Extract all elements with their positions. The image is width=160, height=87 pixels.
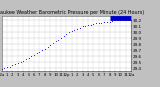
Point [71,31,73,32]
Point [38,51,41,52]
Point [14,63,16,65]
Point [57,39,60,40]
Point [108,21,111,22]
Point [33,54,35,55]
Point [124,19,127,21]
Point [103,22,105,23]
Point [44,48,46,49]
Point [68,32,70,33]
Point [87,25,89,26]
Point [22,60,24,61]
Point [19,61,22,62]
Point [3,68,6,69]
Point [81,26,84,27]
Point [49,44,52,46]
Point [119,20,122,21]
Point [130,19,132,21]
Point [30,56,33,57]
Point [79,27,81,28]
Point [65,33,68,35]
Point [127,19,130,21]
Point [98,23,100,24]
Point [41,50,43,51]
Point [27,57,30,58]
Point [11,65,14,66]
Point [52,43,54,44]
Point [16,62,19,64]
Point [35,53,38,54]
Point [46,46,49,48]
Point [114,20,116,21]
Point [6,66,8,68]
Point [8,66,11,67]
Point [0,68,3,70]
Point [76,28,78,29]
Point [106,21,108,22]
Point [89,24,92,25]
Point [95,23,97,24]
Point [111,20,114,22]
Point [73,29,76,31]
Point [92,23,95,25]
Point [25,58,27,59]
Point [100,22,103,24]
Point [62,35,65,37]
Point [122,19,124,21]
Point [84,25,87,27]
Point [60,37,62,39]
Title: Milwaukee Weather Barometric Pressure per Minute (24 Hours): Milwaukee Weather Barometric Pressure pe… [0,10,144,15]
Point [116,20,119,21]
Point [54,41,57,42]
